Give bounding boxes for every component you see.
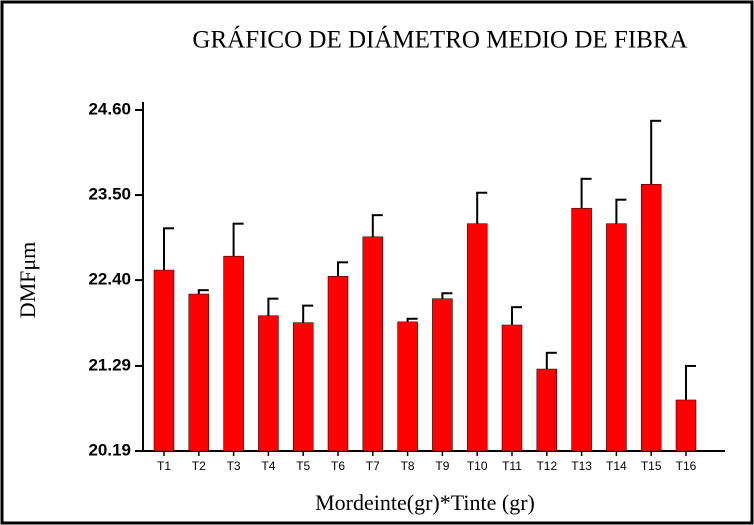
error-bar: [476, 191, 488, 224]
x-tick-label: T12: [536, 459, 557, 473]
bar: [188, 293, 210, 452]
error-bar: [232, 222, 244, 257]
y-tick-label: 21.29: [88, 355, 131, 374]
x-tick-label: T1: [157, 459, 171, 473]
error-bar: [406, 317, 418, 322]
x-tick-label: T15: [641, 459, 662, 473]
error-bar: [685, 364, 696, 400]
error-bar: [337, 261, 348, 277]
x-tick-label: T4: [261, 459, 275, 473]
bar: [536, 368, 558, 452]
bar: [432, 298, 453, 452]
x-tick-label: T10: [467, 459, 488, 473]
y-axis-label: DMFμm: [15, 242, 40, 319]
error-bar: [302, 304, 314, 323]
bar: [292, 322, 314, 452]
x-tick-label: T5: [296, 459, 310, 473]
y-tick-label: 20.19: [88, 440, 131, 459]
bar: [397, 321, 418, 452]
bar: [362, 236, 384, 452]
error-bar: [163, 227, 174, 271]
x-tick-label: T9: [435, 459, 449, 473]
x-tick-label: T11: [502, 459, 522, 473]
bar: [327, 275, 349, 452]
x-tick-label: T8: [401, 459, 415, 473]
x-tick-label: T14: [606, 459, 627, 473]
x-tick-label: T13: [571, 459, 592, 473]
x-axis-label: Mordeinte(gr)*Tinte (gr): [315, 490, 535, 515]
error-bar: [545, 351, 557, 370]
bar: [223, 255, 244, 452]
error-bar: [441, 292, 453, 299]
error-bar: [197, 289, 209, 295]
bar: [466, 223, 488, 452]
error-bar: [650, 119, 662, 185]
bar: [258, 315, 279, 452]
error-bar: [511, 306, 522, 325]
y-tick-label: 24.60: [88, 99, 131, 118]
error-bar: [267, 297, 279, 316]
x-tick-label: T2: [192, 459, 206, 473]
x-tick-label: T16: [676, 459, 697, 473]
chart-title: GRÁFICO DE DIÁMETRO MEDIO DE FIBRA: [192, 26, 687, 54]
bar: [571, 207, 592, 452]
x-tick-label: T7: [366, 459, 380, 473]
bar: [501, 324, 523, 452]
x-tick-label: T3: [227, 459, 241, 473]
y-tick-label: 22.40: [88, 270, 131, 289]
error-bar: [580, 177, 592, 209]
bar: [606, 223, 627, 452]
y-tick-label: 23.50: [88, 185, 131, 204]
bar: [640, 183, 662, 452]
error-bar: [615, 198, 627, 224]
bar: [153, 269, 175, 452]
x-tick-label: T6: [331, 459, 345, 473]
bar: [675, 399, 697, 452]
error-bar: [371, 214, 383, 237]
